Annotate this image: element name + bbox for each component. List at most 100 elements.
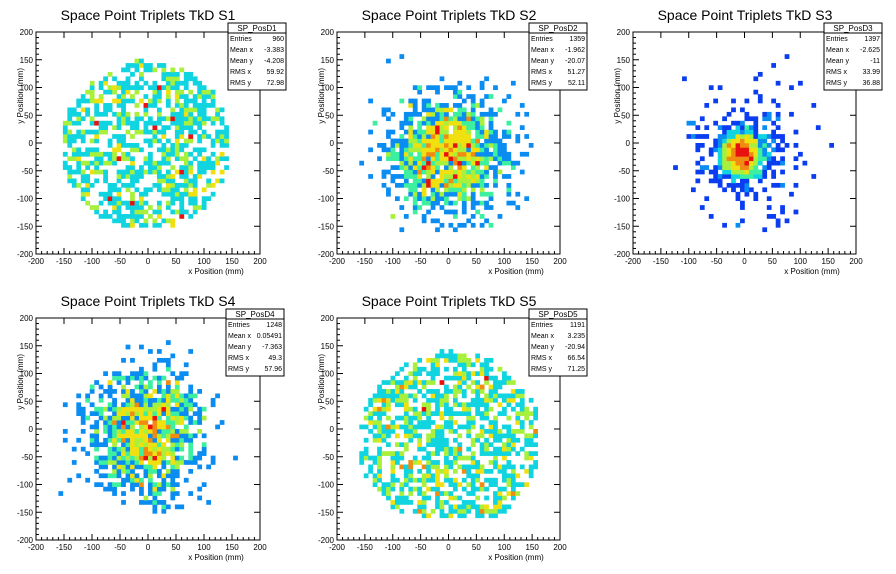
histogram-cell: [740, 120, 745, 126]
histogram-cell: [426, 464, 431, 470]
histogram-cell: [515, 415, 521, 421]
histogram-cell: [394, 460, 400, 465]
histogram-cell: [439, 393, 445, 399]
histogram-cell: [206, 156, 212, 162]
histogram-cell: [479, 156, 485, 162]
histogram-cell: [726, 160, 732, 166]
histogram-cell: [470, 178, 476, 184]
y-tick-label: 50: [621, 111, 630, 120]
histogram-cell: [192, 460, 198, 465]
histogram-cell: [130, 420, 135, 425]
histogram-cell: [188, 107, 194, 113]
histogram-cell: [780, 134, 785, 139]
stat-label: Mean y: [228, 344, 251, 351]
histogram-cell: [174, 182, 180, 188]
histogram-cell: [726, 134, 732, 139]
histogram-cell: [488, 433, 494, 439]
histogram-cell: [103, 455, 108, 461]
histogram-cell: [390, 477, 396, 483]
histogram-cell: [152, 451, 158, 456]
histogram-cell: [197, 116, 203, 122]
histogram-cell: [89, 160, 95, 166]
stat-value: -3.383: [264, 47, 284, 54]
histogram-cell: [386, 495, 391, 501]
histogram-cell: [528, 143, 534, 148]
histogram-cell: [381, 389, 387, 394]
histogram-cell: [130, 437, 135, 443]
histogram-cell: [412, 196, 418, 202]
histogram-cell: [408, 169, 414, 175]
histogram-cell: [188, 138, 194, 144]
histogram-cell: [466, 491, 472, 496]
histogram-cell: [130, 397, 135, 403]
histogram-cell: [130, 451, 135, 456]
histogram-cell: [165, 366, 171, 372]
stat-label: RMS y: [826, 80, 848, 87]
histogram-cell: [94, 446, 100, 452]
histogram-cell: [690, 187, 696, 193]
histogram-cell: [215, 134, 220, 139]
histogram-cell: [201, 165, 207, 170]
histogram-cell: [412, 384, 418, 390]
histogram-cell: [452, 411, 458, 416]
histogram-cell: [426, 111, 431, 117]
histogram-cell: [452, 420, 458, 425]
histogram-cell: [717, 151, 723, 157]
histogram-cell: [215, 129, 220, 135]
histogram-cell: [493, 156, 498, 162]
histogram-cell: [731, 98, 736, 104]
histogram-cell: [197, 205, 203, 210]
histogram-cell: [390, 424, 396, 430]
histogram-cell: [448, 429, 454, 434]
histogram-cell: [139, 446, 144, 452]
histogram-cell: [183, 182, 189, 188]
histogram-cell: [488, 451, 494, 456]
histogram-cell: [121, 138, 126, 144]
histogram-cell: [444, 85, 449, 91]
histogram-cell: [519, 424, 525, 430]
stat-value: -20.94: [565, 344, 585, 351]
histogram-cell: [780, 147, 785, 153]
histogram-cell: [94, 107, 100, 113]
histogram-cell: [183, 143, 189, 148]
histogram-cell: [493, 415, 498, 421]
histogram-cell: [475, 178, 481, 184]
histogram-cell: [139, 477, 144, 483]
histogram-cell: [510, 406, 516, 412]
histogram-cell: [417, 491, 423, 496]
histogram-cell: [479, 134, 485, 139]
histogram-cell: [452, 437, 458, 443]
histogram-cell: [148, 455, 153, 461]
histogram-cell: [179, 460, 185, 465]
histogram-cell: [430, 464, 436, 470]
histogram-cell: [775, 160, 781, 166]
histogram-cell: [89, 80, 95, 86]
histogram-cell: [179, 80, 185, 86]
histogram-cell: [98, 397, 104, 403]
y-tick-label: -200: [318, 536, 335, 545]
histogram-cell: [753, 76, 759, 82]
histogram-cell: [408, 143, 414, 148]
histogram-cell: [421, 147, 427, 153]
histogram-cell: [152, 94, 158, 99]
histogram-cell: [726, 138, 732, 144]
histogram-cell: [192, 187, 198, 193]
histogram-cell: [107, 138, 113, 144]
histogram-cell: [219, 134, 225, 139]
histogram-cell: [722, 116, 727, 122]
histogram-cell: [183, 178, 189, 184]
histogram-cell: [448, 513, 454, 519]
histogram-cell: [699, 143, 705, 148]
histogram-cell: [430, 116, 436, 122]
histogram-cell: [430, 473, 436, 479]
histogram-cell: [439, 380, 445, 385]
histogram-cell: [179, 156, 185, 162]
histogram-cell: [426, 143, 431, 148]
histogram-cell: [94, 169, 100, 175]
histogram-cell: [435, 424, 440, 430]
histogram-cell: [107, 446, 113, 452]
y-tick-label: 200: [20, 28, 34, 37]
histogram-cell: [421, 513, 427, 519]
histogram-cell: [161, 67, 167, 73]
histogram-cell: [452, 151, 458, 157]
